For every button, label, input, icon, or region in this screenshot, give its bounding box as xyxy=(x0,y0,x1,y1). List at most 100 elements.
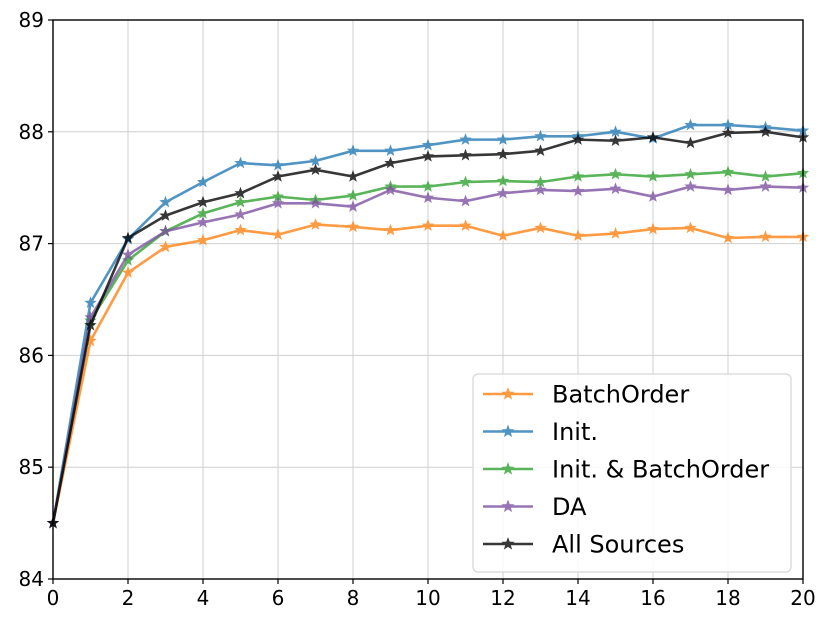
data-point xyxy=(84,334,97,347)
legend-label: All Sources xyxy=(552,531,684,559)
data-point xyxy=(196,195,210,208)
data-point xyxy=(609,125,622,138)
x-tick-label: 10 xyxy=(415,586,440,610)
data-point xyxy=(121,253,135,266)
data-point xyxy=(721,126,735,139)
data-point xyxy=(759,170,772,182)
data-point xyxy=(309,163,322,176)
x-tick-label: 0 xyxy=(47,586,60,610)
data-point xyxy=(84,310,97,323)
data-point xyxy=(159,209,172,221)
legend-marker xyxy=(501,462,515,475)
data-point xyxy=(309,154,322,167)
data-point xyxy=(496,186,510,199)
data-point xyxy=(234,223,247,236)
data-point xyxy=(421,138,435,151)
x-tick-label: 18 xyxy=(715,586,740,610)
data-point xyxy=(759,125,772,138)
data-point xyxy=(534,144,547,157)
data-point xyxy=(346,170,360,182)
data-point xyxy=(159,224,172,237)
legend-label: Init. & BatchOrder xyxy=(552,456,769,484)
legend-label: DA xyxy=(552,493,587,521)
data-point xyxy=(309,218,322,230)
data-point xyxy=(684,167,697,180)
legend-item xyxy=(483,537,533,550)
y-tick-label: 88 xyxy=(19,120,44,144)
legend-item xyxy=(483,387,533,400)
data-point xyxy=(421,191,435,204)
data-point xyxy=(84,296,97,309)
data-point xyxy=(234,195,247,208)
data-point xyxy=(459,194,472,207)
data-point xyxy=(646,170,660,182)
data-point xyxy=(196,233,210,246)
legend-item xyxy=(483,462,533,475)
y-tick-label: 87 xyxy=(19,232,44,256)
x-tick-label: 12 xyxy=(490,586,515,610)
data-point xyxy=(534,175,547,188)
legend-item xyxy=(483,424,533,438)
data-point xyxy=(646,190,660,202)
data-point xyxy=(571,133,585,145)
data-point xyxy=(234,208,247,220)
data-point xyxy=(459,133,472,145)
data-point xyxy=(121,266,135,278)
legend-label: BatchOrder xyxy=(552,381,689,409)
data-point xyxy=(196,206,210,219)
x-tick-label: 16 xyxy=(640,586,665,610)
data-point xyxy=(196,215,210,228)
data-point xyxy=(496,174,510,187)
data-point xyxy=(384,144,397,157)
data-point xyxy=(384,183,397,196)
legend-box xyxy=(472,373,792,573)
data-point xyxy=(609,167,622,180)
legend-marker xyxy=(501,387,515,400)
data-point xyxy=(196,175,210,188)
legend-item xyxy=(483,499,533,513)
data-point xyxy=(534,221,547,234)
legend-label: Init. xyxy=(552,418,598,446)
data-point xyxy=(271,196,285,209)
data-point xyxy=(759,180,772,192)
data-point xyxy=(346,200,360,212)
data-point xyxy=(496,229,510,242)
data-point xyxy=(571,170,585,182)
data-point xyxy=(571,184,585,197)
data-point xyxy=(759,230,772,243)
data-point xyxy=(496,147,510,160)
y-tick-label: 85 xyxy=(19,455,44,479)
data-point xyxy=(271,190,285,202)
data-point xyxy=(159,195,172,208)
data-point xyxy=(384,156,397,169)
data-point xyxy=(534,183,547,196)
data-point xyxy=(684,221,697,234)
data-point xyxy=(721,183,735,196)
data-point xyxy=(271,228,285,240)
data-point xyxy=(159,240,172,253)
x-tick-label: 14 xyxy=(565,586,590,610)
series-da xyxy=(46,180,810,529)
data-point xyxy=(646,222,660,235)
data-point xyxy=(421,219,435,231)
data-point xyxy=(309,196,322,209)
data-point xyxy=(346,144,360,157)
data-point xyxy=(271,170,285,182)
data-point xyxy=(84,318,97,331)
y-tick-label: 89 xyxy=(19,8,44,32)
data-point xyxy=(346,189,360,201)
data-point xyxy=(459,219,472,231)
data-point xyxy=(421,180,435,192)
data-point xyxy=(721,165,735,178)
x-tick-label: 20 xyxy=(790,586,815,610)
data-point xyxy=(346,220,360,233)
x-tick-label: 4 xyxy=(197,586,210,610)
x-tick-label: 8 xyxy=(347,586,360,610)
data-point xyxy=(646,130,660,143)
x-tick-label: 2 xyxy=(122,586,135,610)
legend-marker xyxy=(501,537,515,550)
data-point xyxy=(459,148,472,161)
legend-marker xyxy=(501,499,515,513)
data-point xyxy=(609,227,622,239)
